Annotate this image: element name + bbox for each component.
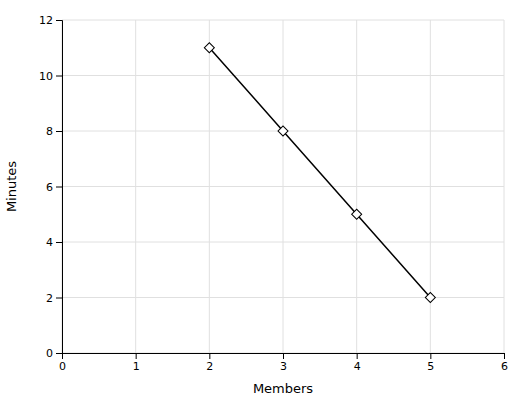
plot-area: 0123456024681012 [39,14,508,373]
marker [278,126,288,136]
tick: 12 [39,14,62,27]
tick: 2 [206,353,213,373]
tick-mark [56,242,62,243]
line [209,48,430,298]
tick: 6 [46,181,62,194]
tick-mark [504,353,505,359]
tick-label: 3 [280,360,287,373]
tick: 3 [280,353,287,373]
tick-label: 6 [46,181,53,194]
tick-mark [430,353,431,359]
y-axis-title: Minutes [4,161,19,212]
tick-label: 6 [501,360,508,373]
series [204,43,435,303]
tick: 8 [46,125,62,138]
tick-label: 1 [133,360,140,373]
y-axis: 0 2 4 6 8 10 12 [39,14,63,360]
tick-mark [56,353,62,354]
tick: 4 [46,236,62,249]
tick-label: 10 [39,70,53,83]
x-axis-title: Members [253,381,313,396]
chart: 0123456024681012MembersMinutes [0,0,528,405]
tick: 5 [427,353,434,373]
marker [352,209,362,219]
tick-label: 5 [427,360,434,373]
tick-label: 12 [39,14,53,27]
tick-label: 2 [206,360,213,373]
tick-mark [357,353,358,359]
grid-line [62,75,504,76]
tick-mark [209,353,210,359]
tick-mark [56,298,62,299]
tick: 1 [133,353,140,373]
tick-mark [56,76,62,77]
tick-mark [56,20,62,21]
grid-line [62,242,504,243]
tick-label: 0 [46,347,53,360]
tick-mark [56,187,62,188]
tick: 10 [39,70,62,83]
grid-line [62,20,504,21]
tick: 0 [59,353,66,373]
tick: 2 [46,292,62,305]
tick: 6 [501,353,508,373]
axis-line [56,21,63,354]
tick-label: 0 [59,360,66,373]
marker [425,292,435,302]
tick-label: 2 [46,292,53,305]
tick-label: 4 [354,360,361,373]
grid-line [62,297,504,298]
tick: 4 [354,353,361,373]
grid [62,20,504,353]
tick-mark [56,131,62,132]
x-axis: 0 1 2 3 4 5 6 [59,353,508,373]
tick-mark [283,353,284,359]
tick-mark [136,353,137,359]
tick: 0 [46,347,62,360]
tick-label: 4 [46,236,53,249]
tick-label: 8 [46,125,53,138]
marker [204,43,214,53]
grid-line [62,186,504,187]
axis-line [63,354,505,360]
